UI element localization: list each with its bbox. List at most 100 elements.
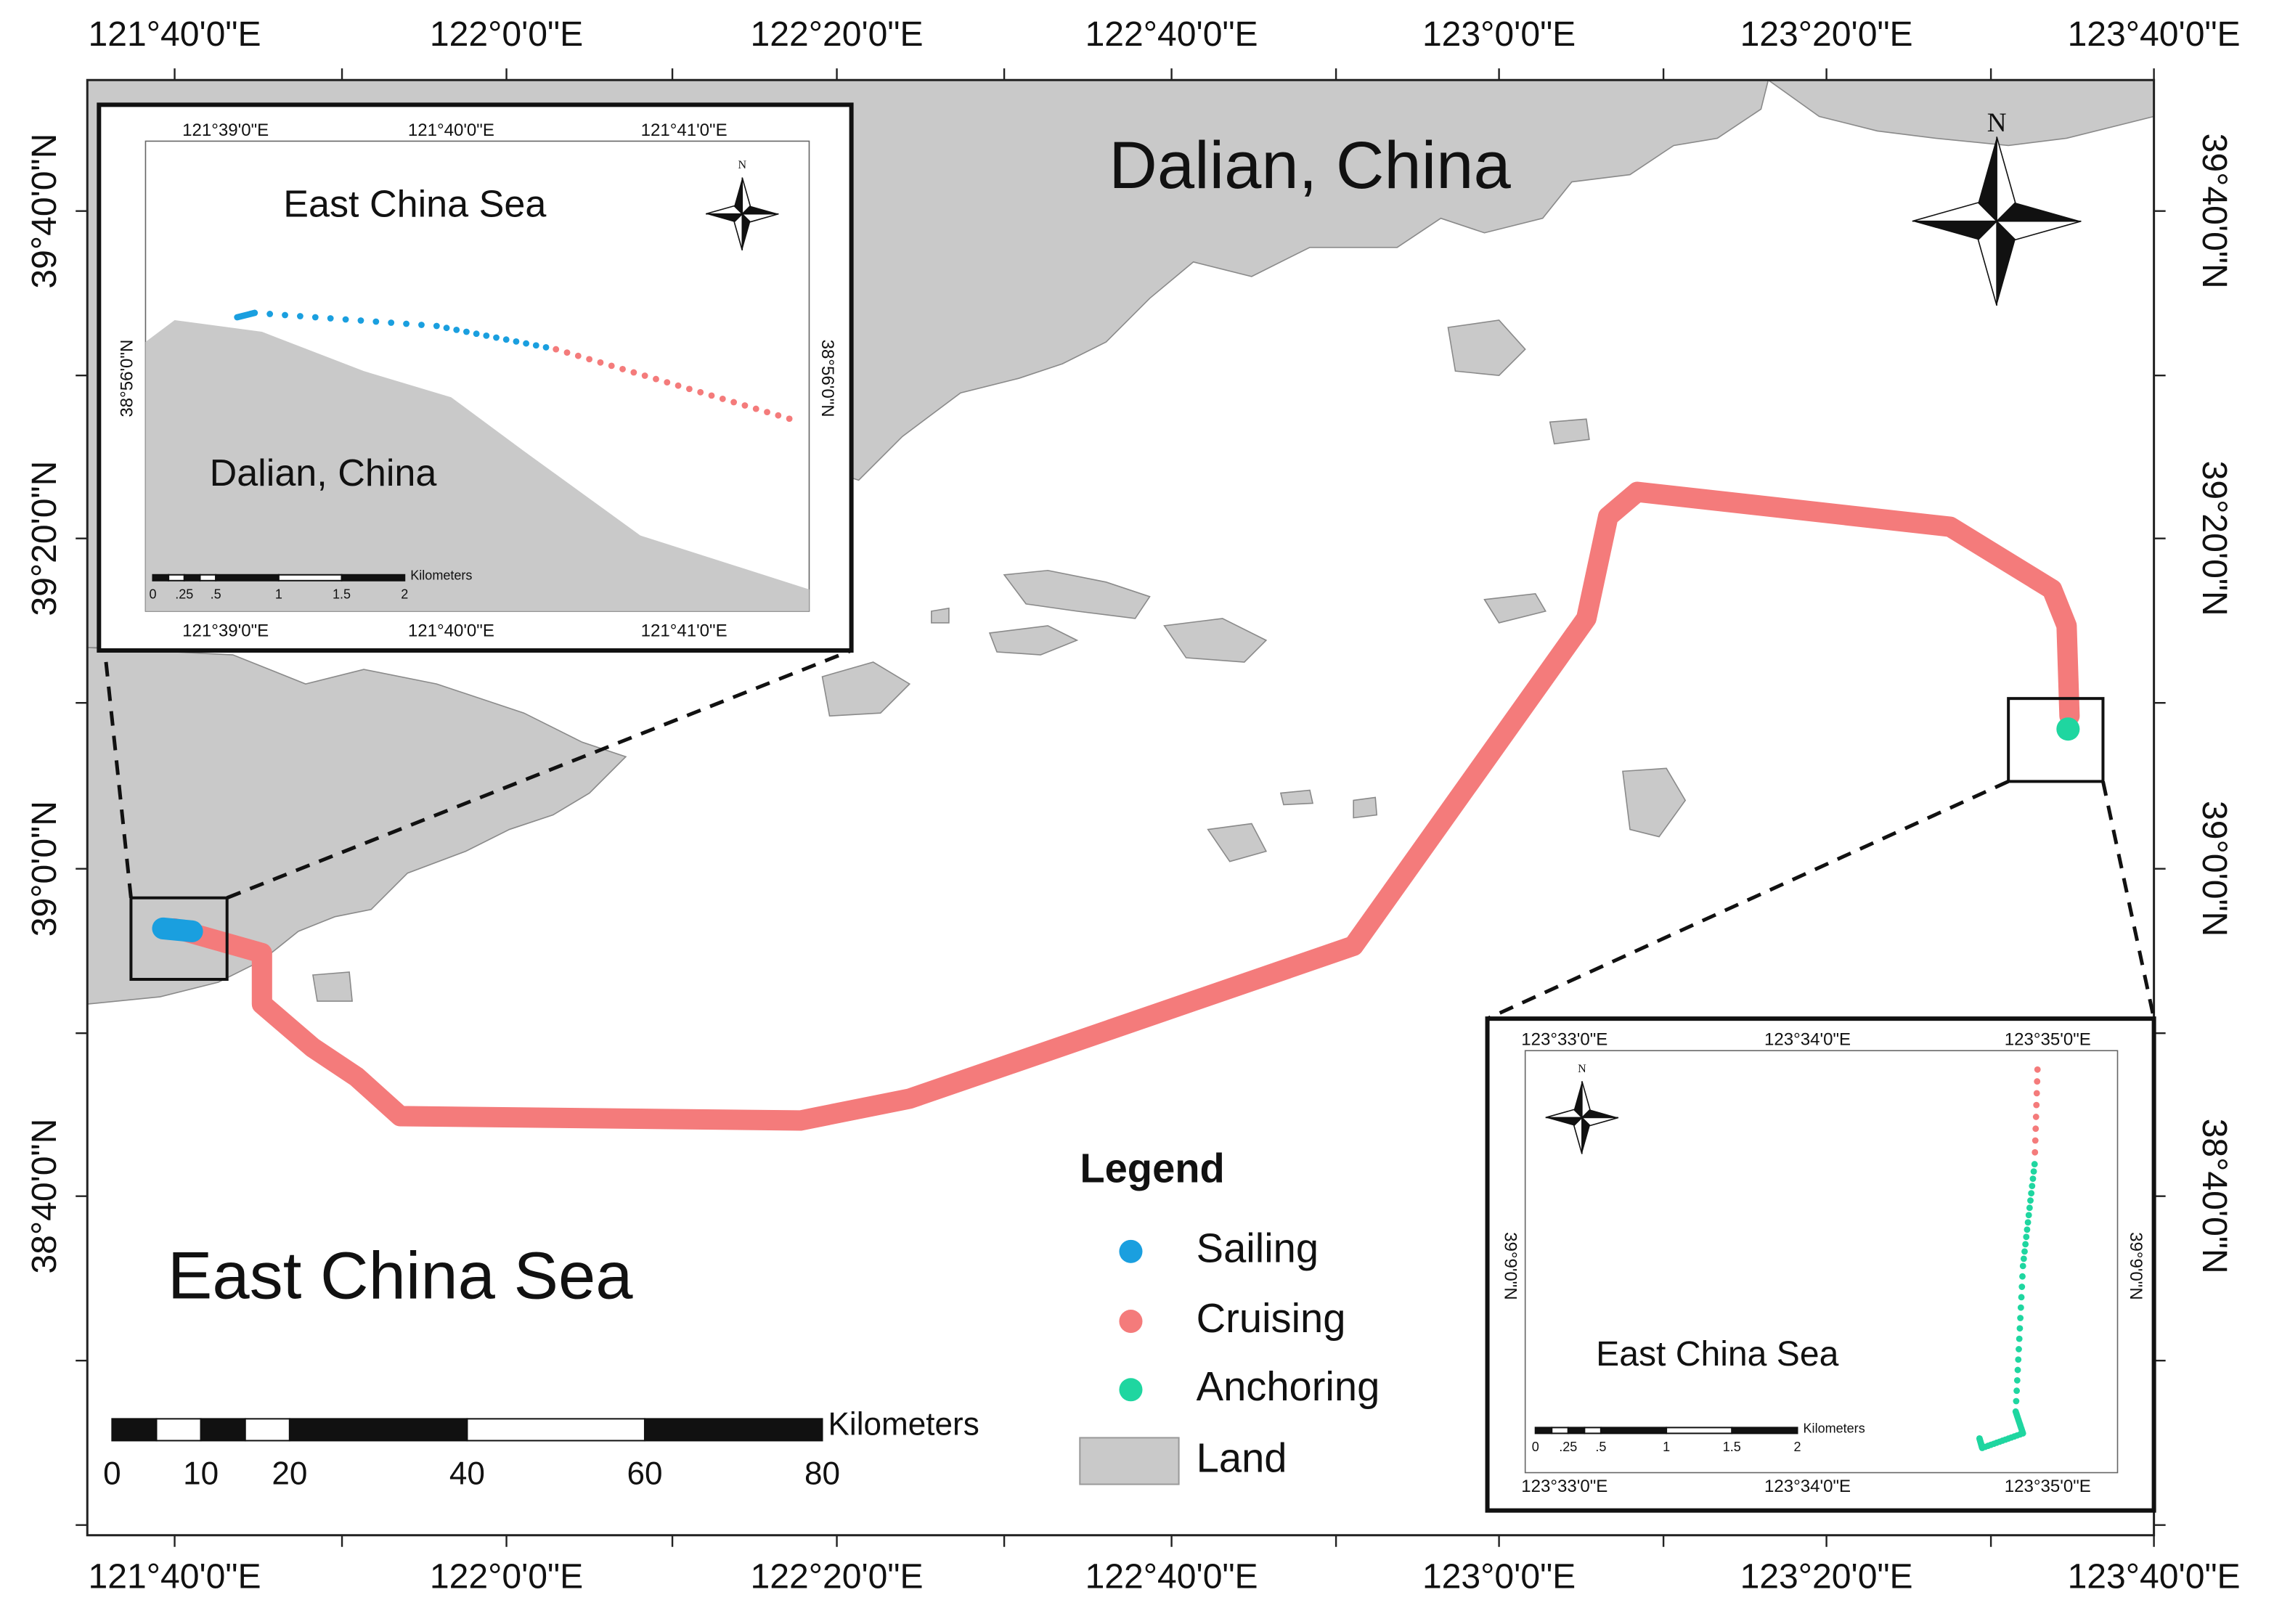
track-dot [2013,1376,2021,1384]
left-label: 39°0'0"N [25,801,64,937]
scale-segment [183,574,201,582]
compass-point [705,205,744,215]
track-dot [775,412,782,419]
labels: 121°40'0"E121°40'0"E122°0'0"E122°0'0"E12… [25,15,2241,1596]
bottom-label: 122°40'0"E [1085,1557,1258,1596]
inset-left-label: 39°9'0"N [1500,1232,1520,1300]
north-arrow: N [705,159,779,250]
scale-segment [1534,1427,1553,1435]
scale-label: 0 [103,1456,121,1492]
top-label: 122°0'0"E [430,15,583,54]
left-label: 38°40'0"N [25,1119,64,1274]
scale-segment [466,1418,645,1442]
inset-right-label: 39°9'0"N [2126,1232,2146,1300]
bottom-label: 123°40'0"E [2068,1557,2241,1596]
compass-point [1581,1109,1618,1118]
scale-label: 1 [275,587,282,601]
compass-point [1997,203,2082,221]
scale-label: .25 [175,587,193,601]
compass-point [1996,136,2016,223]
track-dot [2018,1294,2025,1301]
left-label: 39°40'0"N [25,134,64,289]
scale-segment [288,1418,468,1442]
bottom-label: 123°0'0"E [1422,1557,1576,1596]
scale-label: 0 [1532,1440,1539,1454]
inset-bottom-label: 123°35'0"E [2005,1477,2091,1496]
track-dot [553,346,560,353]
inset-bottom-label: 121°40'0"E [408,621,494,640]
track-dot [2020,1255,2027,1262]
track-dot [675,382,682,389]
track-dot [2017,1315,2024,1321]
track-dot [2013,1397,2020,1405]
compass-point [1997,221,2016,306]
compass-point [742,205,779,214]
inset-bottom-label: 121°39'0"E [182,621,269,640]
track-dot [685,385,693,393]
track-dot [251,309,258,317]
inset-tracks [234,309,2041,1451]
track-dot [2016,1325,2024,1332]
track-dot [433,322,440,330]
scale-segment [1551,1427,1569,1435]
inset-top-label: 123°33'0"E [1521,1030,1607,1050]
track-dot [388,319,395,326]
track-dot [311,314,319,321]
legend-label: Anchoring [1197,1363,1380,1409]
inset-east [1485,1016,2156,1513]
scale-label: 20 [272,1456,307,1492]
scale-segment [341,574,406,582]
frame-ticks [76,68,2166,1547]
scale-segment [277,574,343,582]
scale-segment [1567,1427,1586,1435]
scale-segment [215,574,280,582]
scale-segment [1584,1427,1602,1435]
compass-point [1581,1117,1590,1154]
track-dot [741,402,749,409]
track-dot [653,375,659,383]
track-dot [453,326,460,333]
track-dot [2025,1212,2032,1219]
north-arrow: N [1912,108,2082,306]
track-dot [2014,1366,2021,1374]
bottom-label: 122°0'0"E [430,1557,583,1596]
scale-segment [1666,1427,1733,1435]
track-dot [266,311,274,317]
inset-top-label: 121°41'0"E [641,121,728,140]
track-dot [2033,1101,2040,1109]
inset-bottom-label: 121°41'0"E [641,621,728,640]
track-dot [403,320,409,327]
track-dot [2022,1241,2029,1248]
compass-point [1977,219,1997,306]
top-label: 122°20'0"E [751,15,924,54]
bottom-label: 121°40'0"E [89,1557,261,1596]
scale-label: .5 [1595,1440,1606,1454]
inset-top-label: 121°40'0"E [408,121,494,140]
compass-point [1573,1081,1582,1118]
track-dot [443,325,450,332]
scale-segment [155,1418,202,1442]
compass-point [742,213,751,250]
track-dot [2016,1346,2022,1352]
track-dot [327,315,334,322]
legend-label: Cruising [1197,1295,1346,1341]
track-dot [342,316,349,323]
track-dot [2019,1273,2026,1280]
legend-swatch [1119,1378,1143,1402]
track-dot [513,338,520,345]
track-dot [563,349,571,356]
scale-label: 1 [1663,1440,1670,1454]
track-dot [2021,1248,2028,1255]
track-dot [2024,1226,2031,1233]
track-dot [483,332,490,339]
legend-label: Sailing [1197,1225,1319,1271]
track-dot [697,388,704,396]
top-label: 123°40'0"E [2068,15,2241,54]
scale-unit: Kilometers [410,568,472,583]
north-label: N [1987,108,2007,138]
top-label: 122°40'0"E [1085,15,1258,54]
track-dot [597,359,604,366]
track-dot [2032,1137,2039,1144]
scale-segment [111,1418,158,1442]
